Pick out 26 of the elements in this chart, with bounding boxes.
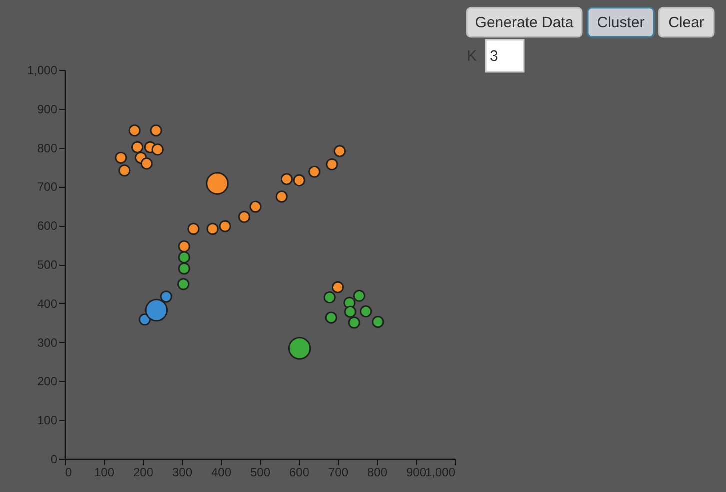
x-tick-label: 0	[66, 466, 72, 480]
x-tick-label: 100	[94, 466, 115, 480]
x-tick-label: 800	[367, 466, 388, 480]
y-tick-label: 300	[37, 336, 58, 350]
x-tick-label: 500	[250, 466, 271, 480]
y-tick-label: 1,000	[27, 64, 58, 78]
text: Generate Data	[475, 14, 574, 32]
x-tick-label: 900	[406, 466, 427, 480]
x-tick-label: 1,000	[425, 466, 456, 480]
text: 3	[490, 48, 498, 65]
y-tick-label: 500	[37, 258, 58, 272]
x-tick-label: 700	[328, 466, 349, 480]
y-tick-label: 800	[37, 141, 58, 156]
text: Clear	[668, 14, 704, 32]
x-tick-label: 200	[133, 466, 154, 480]
y-tick-label: 200	[37, 374, 58, 389]
y-tick-label: 900	[37, 102, 58, 116]
x-tick-label: 600	[289, 466, 310, 480]
y-tick-label: 600	[37, 219, 58, 234]
y-tick-label: 700	[37, 180, 58, 194]
y-tick-label: 0	[50, 452, 58, 466]
text: Cluster	[597, 14, 645, 32]
x-tick-label: 300	[172, 466, 193, 480]
y-tick-label: 100	[37, 414, 58, 428]
x-tick-label: 400	[211, 466, 232, 480]
y-tick-label: 400	[37, 296, 58, 311]
